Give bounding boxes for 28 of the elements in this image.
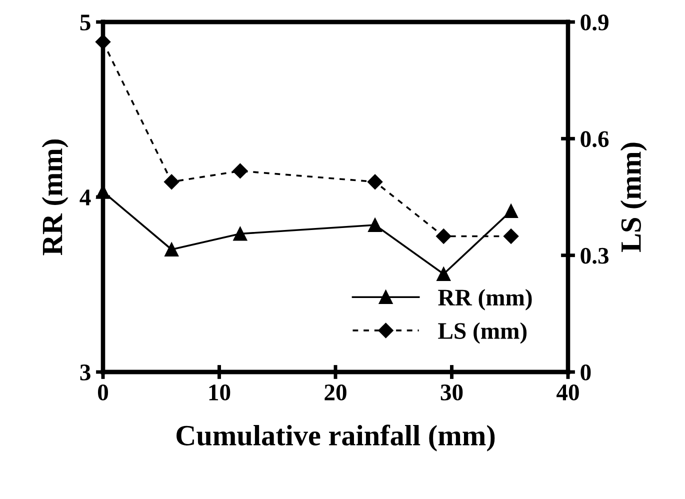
- x-tick-label: 0: [98, 384, 108, 400]
- x-tick-label: 30: [440, 384, 463, 400]
- y-tick-label: 3: [80, 364, 90, 380]
- point: [368, 218, 382, 232]
- x-tick-label: 40: [556, 384, 579, 400]
- point: [436, 228, 452, 244]
- y-tick-label: 4: [80, 190, 91, 206]
- point: [232, 163, 248, 179]
- point: [164, 242, 179, 256]
- point: [367, 174, 383, 190]
- y-axis-title: RR (mm): [42, 140, 68, 256]
- point: [503, 228, 519, 244]
- legend-label: RR (mm): [438, 288, 532, 310]
- point: [95, 34, 111, 50]
- y2-tick-label: 0.3: [580, 248, 609, 264]
- y2-tick-label: 0: [580, 364, 591, 380]
- point: [164, 174, 180, 190]
- x-axis-title: Cumulative rainfall (mm): [176, 424, 495, 452]
- x-tick-label: 10: [209, 384, 230, 400]
- point: [233, 226, 248, 241]
- point: [504, 204, 518, 218]
- x-tick-label: 20: [324, 384, 346, 400]
- point: [436, 267, 451, 281]
- y2-tick-label: 0.6: [580, 131, 609, 148]
- y2-tick-label: 0.9: [580, 14, 608, 31]
- legend-label: LS (mm): [438, 322, 527, 344]
- y2-axis-title: LS (mm): [620, 142, 647, 252]
- y-tick-label: 5: [80, 14, 90, 30]
